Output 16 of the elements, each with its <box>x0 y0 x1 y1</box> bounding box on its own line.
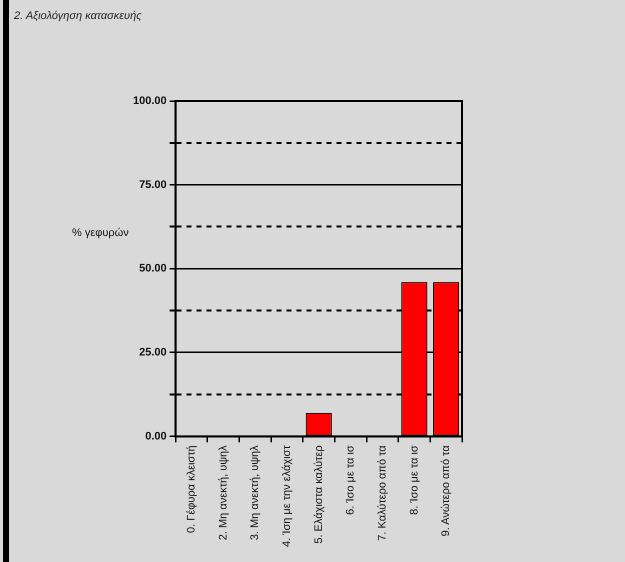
y-tick-label: 50.00 <box>139 262 167 275</box>
x-tick-label: 4. Ίση με την ελάχιστ <box>281 444 294 548</box>
x-tick-label: 8. Ίσο με τα ισ <box>408 445 420 515</box>
x-tick-label: 5. Ελάχιστα καλύτερ <box>312 445 325 544</box>
x-tick-label: 3. Μη ανεκτή, υψηλ <box>249 444 262 540</box>
y-tick-label: 25.00 <box>139 346 167 359</box>
y-tick-label: 75.00 <box>139 178 167 191</box>
x-tick-label: 6. Ίσο με τα ισ <box>344 445 357 515</box>
x-tick-label: 7. Καλύτερο από τα <box>376 444 388 541</box>
x-tick-label: 9. Ανώτερο από τα <box>440 444 452 536</box>
y-tick-label: 0.00 <box>145 430 167 442</box>
y-tick-label: 100.00 <box>132 95 167 108</box>
y-axis-title: % γεφυρών <box>72 227 129 239</box>
text: 2. Αξιολόγηση κατασκευής <box>14 10 142 22</box>
x-tick-label: 2. Μη ανεκτή, υψηλ <box>217 444 230 540</box>
x-tick-label: 0. Γέφυρα κλειστή <box>186 445 198 533</box>
